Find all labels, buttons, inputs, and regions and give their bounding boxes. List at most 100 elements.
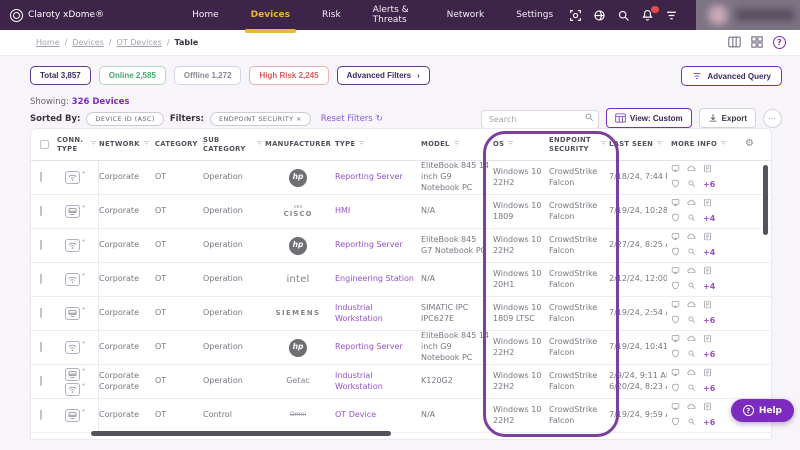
table-row[interactable]: + Corporate OT Operation hp Reporting Server E… (31, 161, 771, 195)
cloud-icon[interactable] (687, 334, 696, 347)
document-icon[interactable] (703, 300, 712, 313)
device-type-link[interactable]: Industrial Workstation (335, 370, 383, 391)
cloud-icon[interactable] (687, 300, 696, 313)
shield-icon[interactable] (671, 213, 680, 226)
magnifier-icon[interactable] (687, 349, 696, 362)
column-filter-icon[interactable] (334, 140, 341, 149)
row-checkbox[interactable] (40, 206, 42, 217)
column-filter-icon[interactable] (600, 140, 607, 149)
more-info-count[interactable]: +6 (703, 383, 716, 393)
more-info-count[interactable]: +6 (703, 417, 716, 427)
table-row[interactable]: + Corporate OT Operation intel Engineering St… (31, 263, 771, 297)
shield-icon[interactable] (671, 383, 680, 396)
device-type-link[interactable]: Reporting Server (335, 240, 403, 250)
magnifier-icon[interactable] (687, 315, 696, 328)
cloud-icon[interactable] (687, 232, 696, 245)
device-type-link[interactable]: Industrial Workstation (335, 302, 383, 323)
brand[interactable]: Claroty xDome® (0, 8, 104, 22)
chip-total[interactable]: Total 3,857 (30, 66, 91, 85)
filter-chip[interactable]: ENDPOINT SECURITY × (209, 112, 311, 126)
export-button[interactable]: Export (698, 108, 756, 128)
column-header-os[interactable]: OS (493, 140, 549, 149)
shield-icon[interactable] (671, 349, 680, 362)
device-type-link[interactable]: HMI (335, 206, 351, 216)
breadcrumb-ot-devices[interactable]: OT Devices (116, 38, 162, 47)
user-account-blurred[interactable] (696, 0, 800, 30)
notifications-icon[interactable] (641, 5, 660, 22)
document-icon[interactable] (703, 164, 712, 177)
column-header-conn-type[interactable]: CONN. TYPE (57, 136, 99, 153)
help-icon[interactable]: ? (773, 36, 786, 49)
nav-item-settings[interactable]: Settings (516, 10, 554, 20)
more-info-count[interactable]: +4 (703, 247, 716, 257)
chip-offline[interactable]: Offline 1,272 (173, 66, 242, 85)
table-row[interactable]: + Corporate OT Operation hp Reporting Server E… (31, 229, 771, 263)
more-info-count[interactable]: +6 (703, 349, 716, 359)
row-checkbox[interactable] (40, 342, 42, 353)
scan-icon[interactable] (569, 9, 582, 22)
column-filter-icon[interactable] (201, 140, 208, 149)
table-settings-gear-icon[interactable]: ⚙ (745, 138, 755, 150)
nav-item-devices[interactable]: Devices (235, 0, 306, 33)
table-row[interactable]: + Corporate OT Operation CISCO HMI N/A Windows … (31, 195, 771, 229)
document-icon[interactable] (703, 368, 712, 381)
nav-item-alerts-threats[interactable]: Alerts & Threats (372, 5, 409, 25)
row-checkbox[interactable] (40, 274, 42, 285)
cloud-icon[interactable] (687, 402, 696, 415)
advanced-query-button[interactable]: Advanced Query (681, 66, 782, 86)
column-filter-icon[interactable] (453, 140, 460, 149)
magnifier-icon[interactable] (687, 179, 696, 192)
cloud-icon[interactable] (687, 368, 696, 381)
device-type-link[interactable]: Reporting Server (335, 172, 403, 182)
cloud-icon[interactable] (687, 164, 696, 177)
globe-icon[interactable] (593, 9, 606, 22)
device-type-link[interactable]: OT Device (335, 410, 377, 420)
column-header-type[interactable]: TYPE (335, 140, 421, 149)
chip-online[interactable]: Online 2,585 (98, 66, 166, 85)
filter-icon[interactable] (665, 9, 678, 22)
row-checkbox[interactable] (40, 308, 42, 319)
column-header-network[interactable]: NETWORK (99, 140, 155, 149)
document-icon[interactable] (703, 334, 712, 347)
column-header-manufacturer[interactable]: MANUFACTURER (265, 140, 341, 149)
shield-icon[interactable] (671, 417, 680, 430)
reset-filters-button[interactable]: Reset Filters ↻ (320, 114, 383, 124)
document-icon[interactable] (703, 198, 712, 211)
column-filter-icon[interactable] (656, 140, 663, 149)
nav-item-network[interactable]: Network (446, 10, 485, 20)
more-info-count[interactable]: +6 (703, 179, 716, 189)
search-icon[interactable] (617, 9, 630, 22)
shield-icon[interactable] (671, 179, 680, 192)
row-checkbox[interactable] (40, 410, 42, 421)
grid-view-icon[interactable] (751, 33, 763, 52)
column-filter-icon[interactable] (143, 140, 150, 149)
magnifier-icon[interactable] (687, 417, 696, 430)
column-header-sub-category[interactable]: SUB CATEGORY (203, 136, 265, 153)
column-header-more-info[interactable]: MORE INFO (671, 140, 745, 149)
shield-icon[interactable] (671, 281, 680, 294)
shield-icon[interactable] (671, 247, 680, 260)
magnifier-icon[interactable] (687, 383, 696, 396)
magnifier-icon[interactable] (687, 247, 696, 260)
monitor-icon[interactable] (671, 266, 680, 279)
cloud-icon[interactable] (687, 198, 696, 211)
remove-filter-icon[interactable]: × (295, 115, 302, 123)
column-filter-icon[interactable] (358, 140, 365, 149)
table-row[interactable]: + + Corporate Corporate OT Operation Getac Indu… (31, 365, 771, 399)
help-fab-button[interactable]: ? Help (730, 399, 794, 422)
column-filter-icon[interactable] (256, 140, 263, 149)
chip-risk[interactable]: High Risk 2,245 (249, 66, 329, 85)
breadcrumb-home[interactable]: Home (36, 38, 60, 47)
more-info-count[interactable]: +4 (703, 281, 716, 291)
table-row[interactable]: + Corporate OT Control Omni OT Device N/A Windo… (31, 399, 771, 433)
select-all-checkbox[interactable] (40, 140, 49, 149)
monitor-icon[interactable] (671, 368, 680, 381)
nav-item-risk[interactable]: Risk (322, 10, 341, 20)
column-header-model[interactable]: MODEL (421, 140, 493, 149)
table-row[interactable]: + Corporate OT Operation SIEMENS Industrial W… (31, 297, 771, 331)
monitor-icon[interactable] (671, 334, 680, 347)
device-type-link[interactable]: Reporting Server (335, 342, 403, 352)
shield-icon[interactable] (671, 315, 680, 328)
column-filter-icon[interactable] (507, 140, 514, 149)
row-checkbox[interactable] (40, 376, 42, 387)
